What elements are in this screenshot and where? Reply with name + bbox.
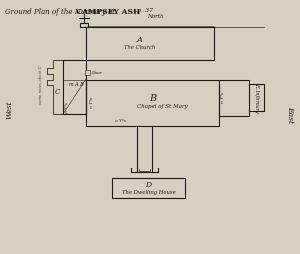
Text: North: North: [147, 14, 163, 19]
Text: Ground Plan of the Nunnery at: Ground Plan of the Nunnery at: [4, 8, 117, 16]
Text: E. Infirmary: E. Infirmary: [254, 83, 259, 113]
Text: B: B: [149, 94, 156, 103]
Text: CAMPSEY ASH: CAMPSEY ASH: [76, 8, 140, 16]
Text: m A B: m A B: [69, 82, 84, 87]
Bar: [85, 70, 90, 75]
Text: : p. 37: : p. 37: [133, 8, 153, 13]
Text: D: D: [146, 181, 152, 189]
Text: The Dwelling House: The Dwelling House: [122, 190, 176, 195]
Text: Chapel of St Mary: Chapel of St Mary: [137, 104, 188, 109]
Text: o Yᶣs: o Yᶣs: [116, 119, 126, 123]
Bar: [85, 70, 90, 75]
Text: C: C: [54, 88, 60, 96]
Bar: [219, 80, 249, 116]
Bar: [63, 60, 86, 114]
Text: Door: Door: [91, 71, 101, 75]
Text: West: West: [6, 100, 14, 119]
Bar: [80, 23, 88, 27]
Text: p Yᶣs: p Yᶣs: [65, 102, 69, 113]
Bar: [112, 178, 184, 198]
Text: some notes about C: some notes about C: [39, 65, 43, 104]
Bar: [86, 80, 219, 126]
Text: n Yᶣs: n Yᶣs: [90, 97, 94, 108]
Bar: [86, 27, 214, 60]
Text: A: A: [137, 37, 143, 44]
Text: The Church: The Church: [124, 45, 156, 50]
Text: East: East: [286, 106, 294, 123]
Text: n Yᶣs: n Yᶣs: [221, 92, 225, 103]
